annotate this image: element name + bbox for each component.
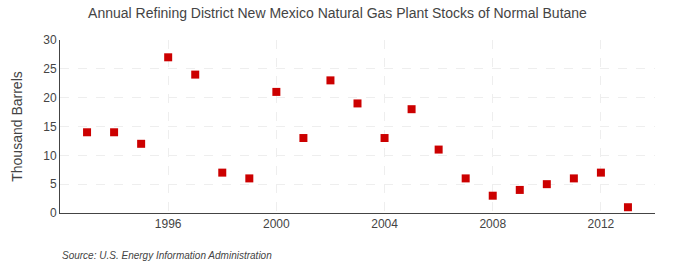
svg-text:2000: 2000 <box>263 217 290 231</box>
svg-text:2008: 2008 <box>479 217 506 231</box>
svg-text:2012: 2012 <box>588 217 615 231</box>
svg-text:1996: 1996 <box>155 217 182 231</box>
svg-text:10: 10 <box>43 149 57 163</box>
svg-text:2004: 2004 <box>371 217 398 231</box>
svg-text:0: 0 <box>50 206 57 220</box>
svg-text:30: 30 <box>43 33 57 47</box>
svg-text:5: 5 <box>50 177 57 191</box>
svg-text:Thousand Barrels: Thousand Barrels <box>9 71 25 182</box>
svg-text:Source: U.S. Energy Informatio: Source: U.S. Energy Information Administ… <box>62 250 272 261</box>
svg-text:20: 20 <box>43 91 57 105</box>
svg-text:Annual Refining District New M: Annual Refining District New Mexico Natu… <box>88 5 587 21</box>
svg-text:15: 15 <box>43 120 57 134</box>
svg-text:25: 25 <box>43 62 57 76</box>
